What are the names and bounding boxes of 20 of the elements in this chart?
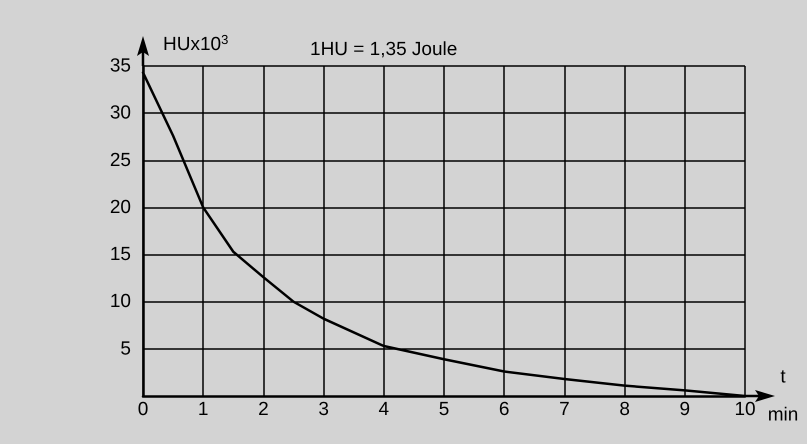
y-tick-label: 5 <box>120 338 131 360</box>
x-axis-title: t min <box>768 366 798 426</box>
x-tick-label: 6 <box>498 399 510 420</box>
x-tick-label: 3 <box>318 399 329 420</box>
x-tick-label: 10 <box>734 399 756 420</box>
y-tick-label: 15 <box>110 244 131 266</box>
x-tick-label: 7 <box>559 399 570 420</box>
y-tick-label: 30 <box>110 102 131 124</box>
y-tick-label: 35 <box>110 56 131 76</box>
y-tick-label: 10 <box>110 291 131 312</box>
x-tick-label: 8 <box>619 399 630 420</box>
y-tick-label: 25 <box>110 150 131 171</box>
x-tick-label: 9 <box>680 399 690 420</box>
y-tick-label: 20 <box>110 196 131 218</box>
x-tick-label: 5 <box>438 399 450 420</box>
x-tick-label: 2 <box>258 399 269 420</box>
x-tick-label: 4 <box>378 399 390 420</box>
x-tick-label: 1 <box>198 399 208 420</box>
x-tick-label: 0 <box>138 399 148 420</box>
text: 1HU = 1,35 Joule <box>310 39 458 60</box>
